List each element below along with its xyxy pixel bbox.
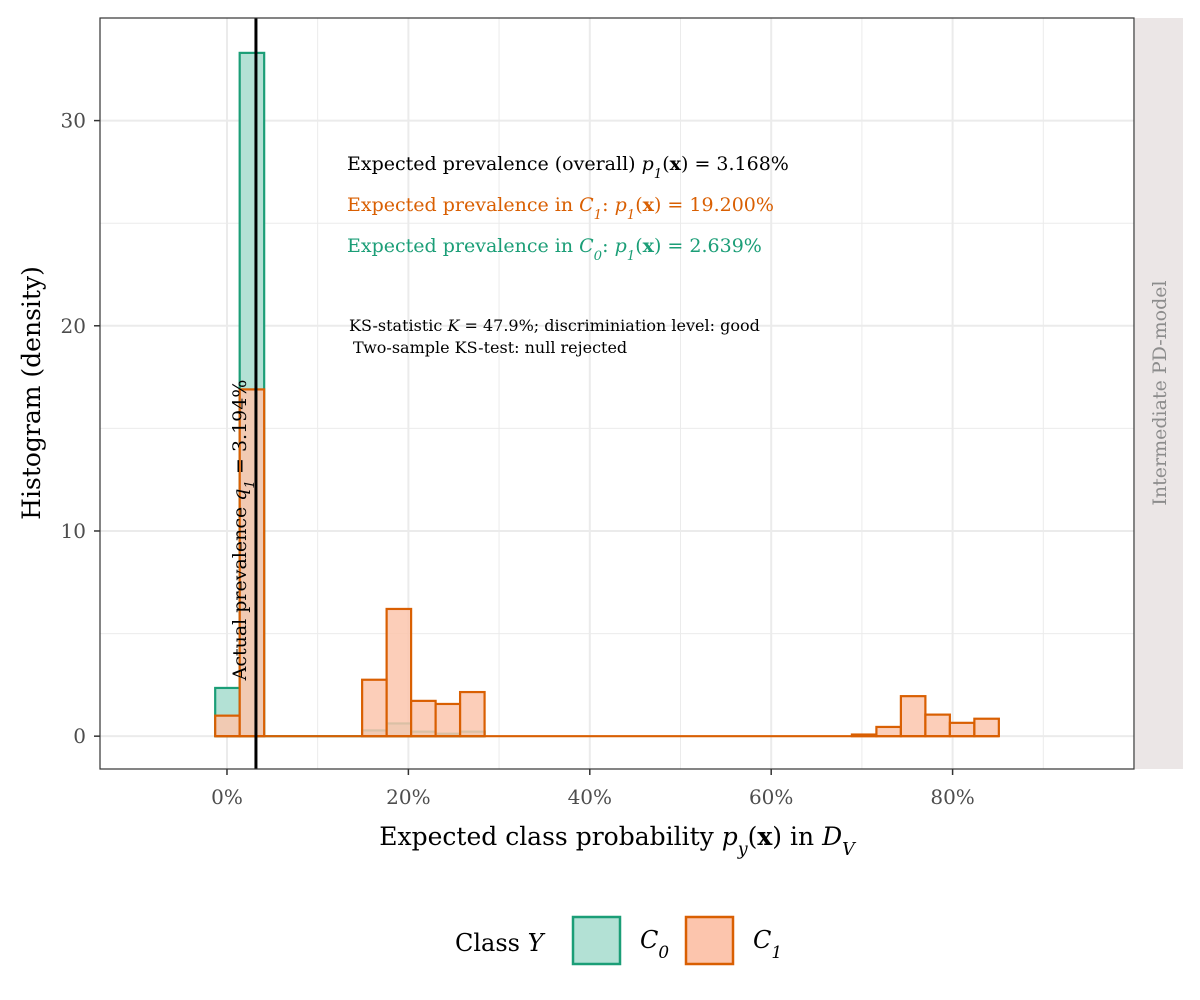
facet-strip: Intermediate PD-model bbox=[1135, 18, 1183, 769]
histogram-bar-c1 bbox=[434, 702, 462, 738]
annotations: Expected prevalence (overall) p1(x) = 3.… bbox=[347, 153, 789, 357]
histogram-bar-c1 bbox=[875, 725, 902, 738]
y-axis-title: Histogram (density) bbox=[17, 266, 46, 520]
bars-class-c1 bbox=[214, 388, 1000, 738]
x-tick-label: 40% bbox=[568, 785, 612, 809]
histogram-bar-c1 bbox=[899, 695, 927, 738]
legend: Class Y C0 C1 bbox=[455, 915, 782, 966]
histogram-bar-c1 bbox=[410, 699, 437, 738]
annotation-1: Expected prevalence (overall) p1(x) = 3.… bbox=[347, 153, 789, 182]
x-tick-label: 80% bbox=[930, 785, 974, 809]
facet-strip-background bbox=[1135, 18, 1183, 769]
actual-prevalence-label: Actual prevalence q1 = 3.194% bbox=[229, 380, 257, 682]
x-axis-title: Expected class probability py(x) in DV bbox=[379, 822, 857, 860]
grid bbox=[100, 18, 1134, 769]
legend-title: Class Y bbox=[455, 929, 546, 957]
histogram-bar-c1 bbox=[458, 690, 486, 738]
legend-key-c1 bbox=[684, 915, 735, 966]
y-tick-label: 30 bbox=[61, 109, 86, 133]
legend-key-c0 bbox=[571, 915, 622, 966]
y-tick-label: 10 bbox=[61, 519, 86, 543]
annotation-2: Expected prevalence in C1: p1(x) = 19.20… bbox=[347, 194, 774, 223]
annotation-3: Expected prevalence in C0: p1(x) = 2.639… bbox=[347, 235, 762, 264]
facet-strip-label: Intermediate PD-model bbox=[1149, 280, 1171, 505]
ticks: 0% 20% 40% 60% 80% 0 10 20 30 bbox=[61, 109, 975, 809]
histogram-bar-c1 bbox=[361, 678, 388, 738]
legend-label-c0: C0 bbox=[640, 926, 669, 962]
panel-background bbox=[100, 18, 1134, 769]
histogram-bar-c1 bbox=[948, 721, 976, 738]
panel-border bbox=[99, 17, 1135, 770]
x-tick-label: 0% bbox=[211, 785, 243, 809]
y-tick-label: 0 bbox=[73, 724, 86, 748]
x-tick-label: 60% bbox=[749, 785, 793, 809]
annotation-5: Two-sample KS-test: null rejected bbox=[353, 338, 627, 357]
annotation-4: KS-statistic K = 47.9%; discriminiation … bbox=[349, 316, 760, 335]
histogram-bar-c1 bbox=[385, 607, 413, 738]
histogram-bar-c1 bbox=[214, 714, 241, 738]
legend-label-c1: C1 bbox=[753, 926, 782, 962]
axis-titles: Expected class probability py(x) in DV Hi… bbox=[17, 266, 857, 860]
y-tick-label: 20 bbox=[61, 314, 86, 338]
reference-line-group: Actual prevalence q1 = 3.194% bbox=[229, 18, 258, 769]
histogram-bar-c1 bbox=[924, 713, 951, 738]
histogram-bar-c1 bbox=[973, 717, 1000, 738]
x-tick-label: 20% bbox=[386, 785, 430, 809]
